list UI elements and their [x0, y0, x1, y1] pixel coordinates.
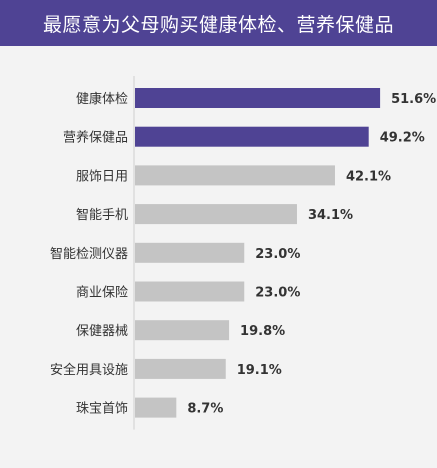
value-label: 8.7% [187, 402, 223, 417]
bar [135, 242, 245, 263]
bar [135, 320, 230, 341]
category-label: 安全用具设施 [50, 362, 128, 378]
value-label: 19.8% [240, 324, 285, 339]
category-label: 珠宝首饰 [76, 402, 128, 417]
bar [135, 126, 369, 147]
bar [135, 88, 381, 108]
value-label: 23.0% [255, 247, 300, 262]
bar [135, 165, 335, 186]
category-label: 智能检测仪器 [50, 247, 128, 262]
chart-title: 最愿意为父母购买健康体检、营养保健品 [42, 13, 394, 36]
value-label: 19.1% [237, 363, 282, 378]
value-label: 42.1% [346, 169, 391, 184]
bar [135, 281, 245, 302]
value-label: 23.0% [255, 286, 300, 301]
value-label: 49.2% [380, 131, 425, 146]
category-label: 健康体检 [76, 91, 128, 107]
category-label: 营养保健品 [63, 130, 128, 146]
bar-chart: 健康体检 51.6% 营养保健品 49.2% 服饰日用 42.1% 智能手机 34.1% 智能检… [50, 76, 436, 430]
value-label: 34.1% [308, 208, 353, 223]
category-label: 商业保险 [76, 286, 128, 301]
bar [135, 358, 226, 379]
chart-title-bar: 最愿意为父母购买健康体检、营养保健品 [0, 0, 437, 46]
category-label: 保健器械 [76, 324, 128, 339]
bar [135, 397, 177, 418]
category-label: 服饰日用 [76, 169, 128, 184]
bar [135, 204, 297, 225]
category-label: 智能手机 [76, 208, 128, 223]
value-label: 51.6% [391, 92, 436, 107]
